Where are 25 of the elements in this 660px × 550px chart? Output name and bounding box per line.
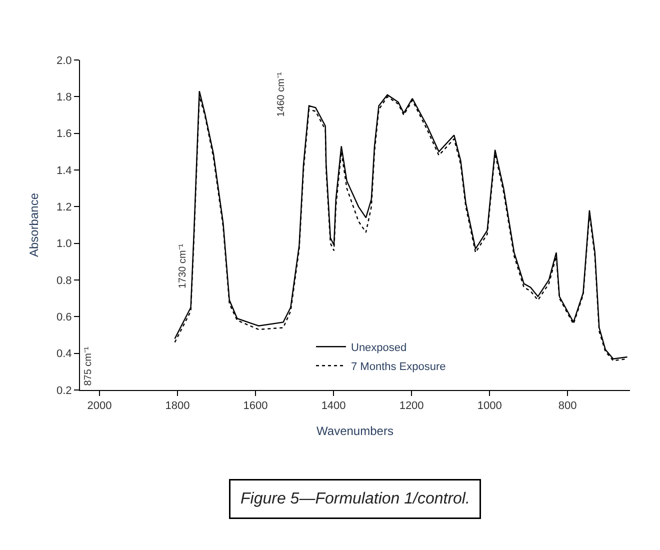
y-tick-label: 1.8 [56,92,72,104]
x-tick-label: 2000 [87,400,112,412]
x-tick-label: 800 [558,400,577,412]
y-tick-label: 2.0 [56,54,72,67]
y-tick-label: 0.2 [56,384,72,397]
y-tick-label: 1.4 [56,164,72,177]
x-tick-label: 1000 [477,400,502,412]
y-tick-label: 1.6 [56,128,72,140]
annotation: 1730 cm⁻¹ [178,243,188,288]
x-tick-label: 1800 [165,400,190,412]
y-tick-label: 0.4 [56,348,72,360]
x-tick-label: 1400 [321,400,346,412]
y-tick-label: 1.0 [56,238,72,250]
y-tick-label: 0.6 [56,312,72,324]
legend-label: 7 Months Exposure [351,360,446,373]
y-tick-label: 0.8 [56,274,72,287]
x-tick-label: 1200 [399,400,424,412]
caption: Figure 5—Formulation 1/control. [240,490,470,508]
annotation: 875 cm⁻¹ [83,346,94,386]
y-axis-title: Absorbance [26,192,41,258]
x-axis-title: Wavenumbers [316,424,394,438]
legend-label: Unexposed [351,342,407,354]
x-tick-label: 1600 [243,400,268,412]
y-tick-label: 1.2 [56,202,72,214]
annotation: 1460 cm⁻¹ [276,72,288,117]
